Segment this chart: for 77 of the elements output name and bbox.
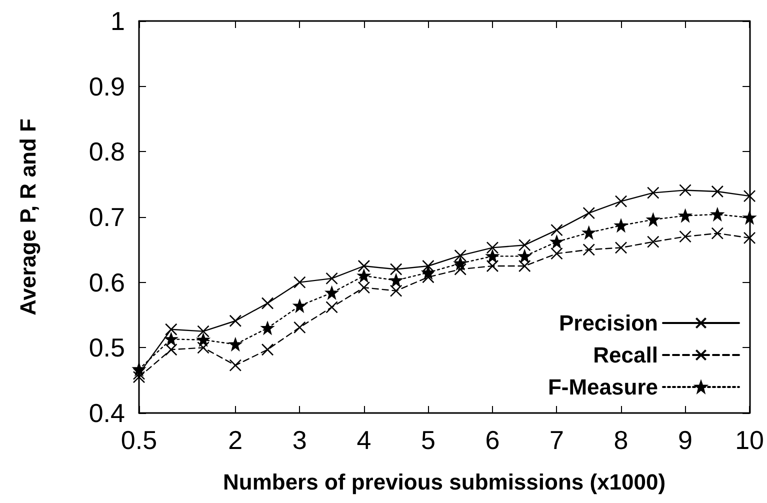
x-tick-label: 7 [550, 425, 564, 455]
x-axis-title: Numbers of previous submissions (x1000) [222, 470, 666, 494]
point [679, 230, 692, 243]
point [614, 195, 628, 208]
y-tick-label: 0.9 [88, 71, 125, 102]
point [646, 236, 660, 248]
point [550, 236, 563, 248]
point [743, 232, 756, 244]
y-tick-label: 0.6 [88, 267, 125, 298]
point [646, 186, 660, 199]
point [229, 359, 242, 372]
point [261, 322, 274, 334]
point [132, 370, 146, 384]
point [294, 276, 306, 288]
point [164, 343, 178, 356]
legend-label: F-Measure [548, 374, 658, 400]
x-tick-label: 10 [735, 425, 764, 455]
x-tick-label: 6 [485, 425, 500, 455]
y-tick-label: 0.5 [88, 332, 125, 363]
point [454, 257, 466, 270]
point [164, 323, 178, 336]
point [743, 212, 756, 224]
point [326, 301, 338, 314]
point [582, 206, 596, 220]
x-tick-label: 8 [614, 425, 628, 455]
point [229, 338, 242, 351]
x-tick-label: 4 [356, 425, 372, 455]
point [518, 250, 531, 262]
x-tick-label: 5 [420, 425, 436, 455]
point [518, 260, 531, 272]
point [390, 263, 402, 276]
x-tick-label: 0.5 [120, 425, 158, 455]
point [486, 250, 499, 262]
point [582, 244, 596, 256]
point [358, 281, 370, 294]
point [358, 260, 370, 272]
point [550, 224, 563, 236]
point [582, 226, 596, 239]
y-tick-label: 1 [110, 6, 125, 36]
point [132, 363, 146, 376]
y-axis-title: Average P, R and F [16, 118, 40, 316]
point [197, 334, 210, 346]
point [711, 227, 724, 240]
point [550, 247, 563, 260]
x-tick-label: 3 [292, 425, 307, 455]
point [390, 274, 402, 287]
point [326, 272, 338, 285]
point [261, 343, 274, 356]
point [164, 333, 178, 346]
point [486, 242, 499, 254]
point [422, 266, 434, 279]
legend-label: Recall [593, 342, 658, 368]
x-tick-label: 2 [228, 425, 243, 455]
point [614, 242, 628, 254]
point [326, 286, 338, 299]
legend-label: Precision [558, 310, 658, 336]
point [743, 190, 756, 202]
point [261, 297, 274, 310]
point [294, 321, 306, 334]
point [197, 342, 210, 354]
point [358, 270, 370, 282]
point [518, 238, 531, 252]
point [679, 184, 692, 196]
point [390, 284, 402, 297]
x-tick-label: 9 [678, 425, 693, 455]
point [614, 219, 628, 232]
y-tick-label: 0.8 [88, 136, 125, 167]
point [294, 300, 306, 312]
point [646, 213, 660, 226]
point [679, 210, 692, 222]
point [229, 314, 242, 328]
y-tick-label: 0.7 [88, 202, 125, 232]
point [711, 185, 724, 198]
point [486, 260, 499, 272]
y-tick-label: 0.4 [88, 398, 125, 428]
point [711, 208, 724, 221]
point [197, 325, 210, 338]
